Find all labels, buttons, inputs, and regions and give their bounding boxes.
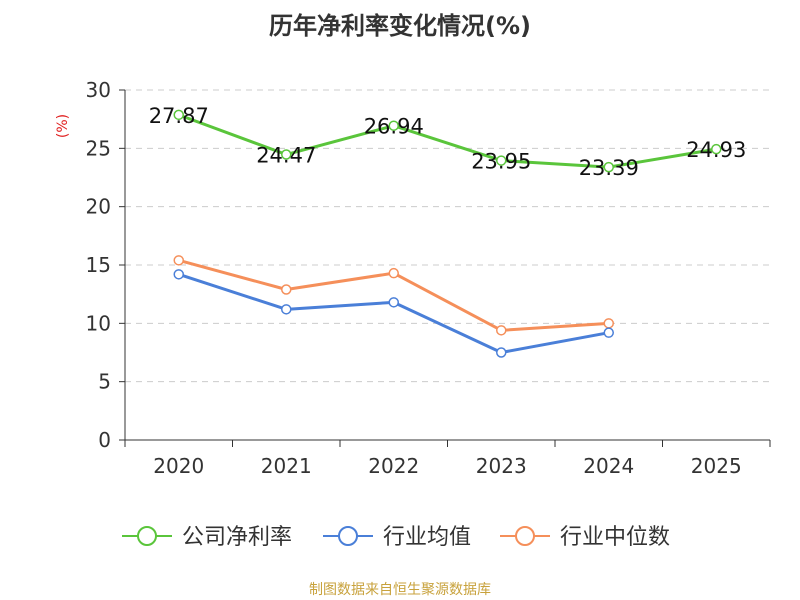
y-tick-label: 10	[86, 311, 111, 335]
data-point	[496, 347, 507, 358]
legend-item: 行业均值	[323, 525, 471, 550]
source-note: 制图数据来自恒生聚源数据库	[309, 582, 491, 598]
legend-item: 公司净利率	[122, 525, 292, 550]
data-point	[173, 109, 184, 121]
x-tick-label: 2023	[476, 454, 527, 478]
y-tick-label: 20	[86, 195, 111, 219]
series-0: 27.87 24.47 26.94 23.95 23.39 24.93	[149, 104, 747, 180]
data-point	[281, 284, 292, 295]
data-label: 23.95	[471, 150, 531, 174]
y-tick-label: 5	[98, 370, 111, 394]
data-point	[173, 269, 184, 280]
data-point	[603, 327, 614, 338]
data-point	[496, 325, 507, 336]
data-point	[496, 155, 507, 166]
legend-marker	[338, 526, 358, 546]
y-axis-unit: (%)	[55, 114, 71, 138]
grid-lines	[125, 89, 770, 383]
legend-label: 行业中位数	[560, 525, 670, 550]
data-label: 26.94	[364, 115, 424, 139]
data-point	[281, 149, 292, 160]
y-tick-label: 0	[98, 428, 111, 452]
chart-title: 历年净利率变化情况(%)	[269, 12, 531, 40]
series-line	[178, 113, 717, 169]
x-tick-label: 2020	[153, 454, 204, 478]
data-label: 27.87	[149, 104, 209, 128]
x-tick-label: 2024	[583, 454, 634, 478]
series-1	[173, 269, 614, 358]
x-tick-label: 2021	[261, 454, 312, 478]
data-label: 24.47	[256, 144, 316, 168]
data-point	[603, 318, 614, 329]
data-point	[173, 255, 184, 266]
x-tick-label: 2025	[691, 454, 742, 478]
legend-marker	[137, 526, 157, 546]
data-point	[711, 143, 722, 155]
data-label: 23.39	[579, 156, 639, 180]
y-tick-label: 25	[86, 136, 111, 160]
legend: 公司净利率 行业均值 行业中位数	[122, 525, 670, 550]
legend-label: 公司净利率	[182, 525, 292, 550]
series-line	[178, 272, 610, 354]
data-point	[388, 120, 399, 131]
series-layer: 27.87 24.47 26.94 23.95 23.39 24.93	[149, 104, 747, 358]
data-point	[388, 297, 399, 308]
data-label: 24.93	[686, 138, 746, 162]
y-tick-label: 30	[86, 78, 111, 102]
legend-item: 行业中位数	[500, 525, 670, 550]
y-tick-label: 15	[86, 253, 111, 277]
legend-marker	[515, 526, 535, 546]
data-point	[603, 161, 614, 173]
data-point	[281, 304, 292, 315]
legend-label: 行业均值	[383, 525, 471, 550]
data-point	[388, 267, 399, 279]
x-tick-label: 2022	[368, 454, 419, 478]
